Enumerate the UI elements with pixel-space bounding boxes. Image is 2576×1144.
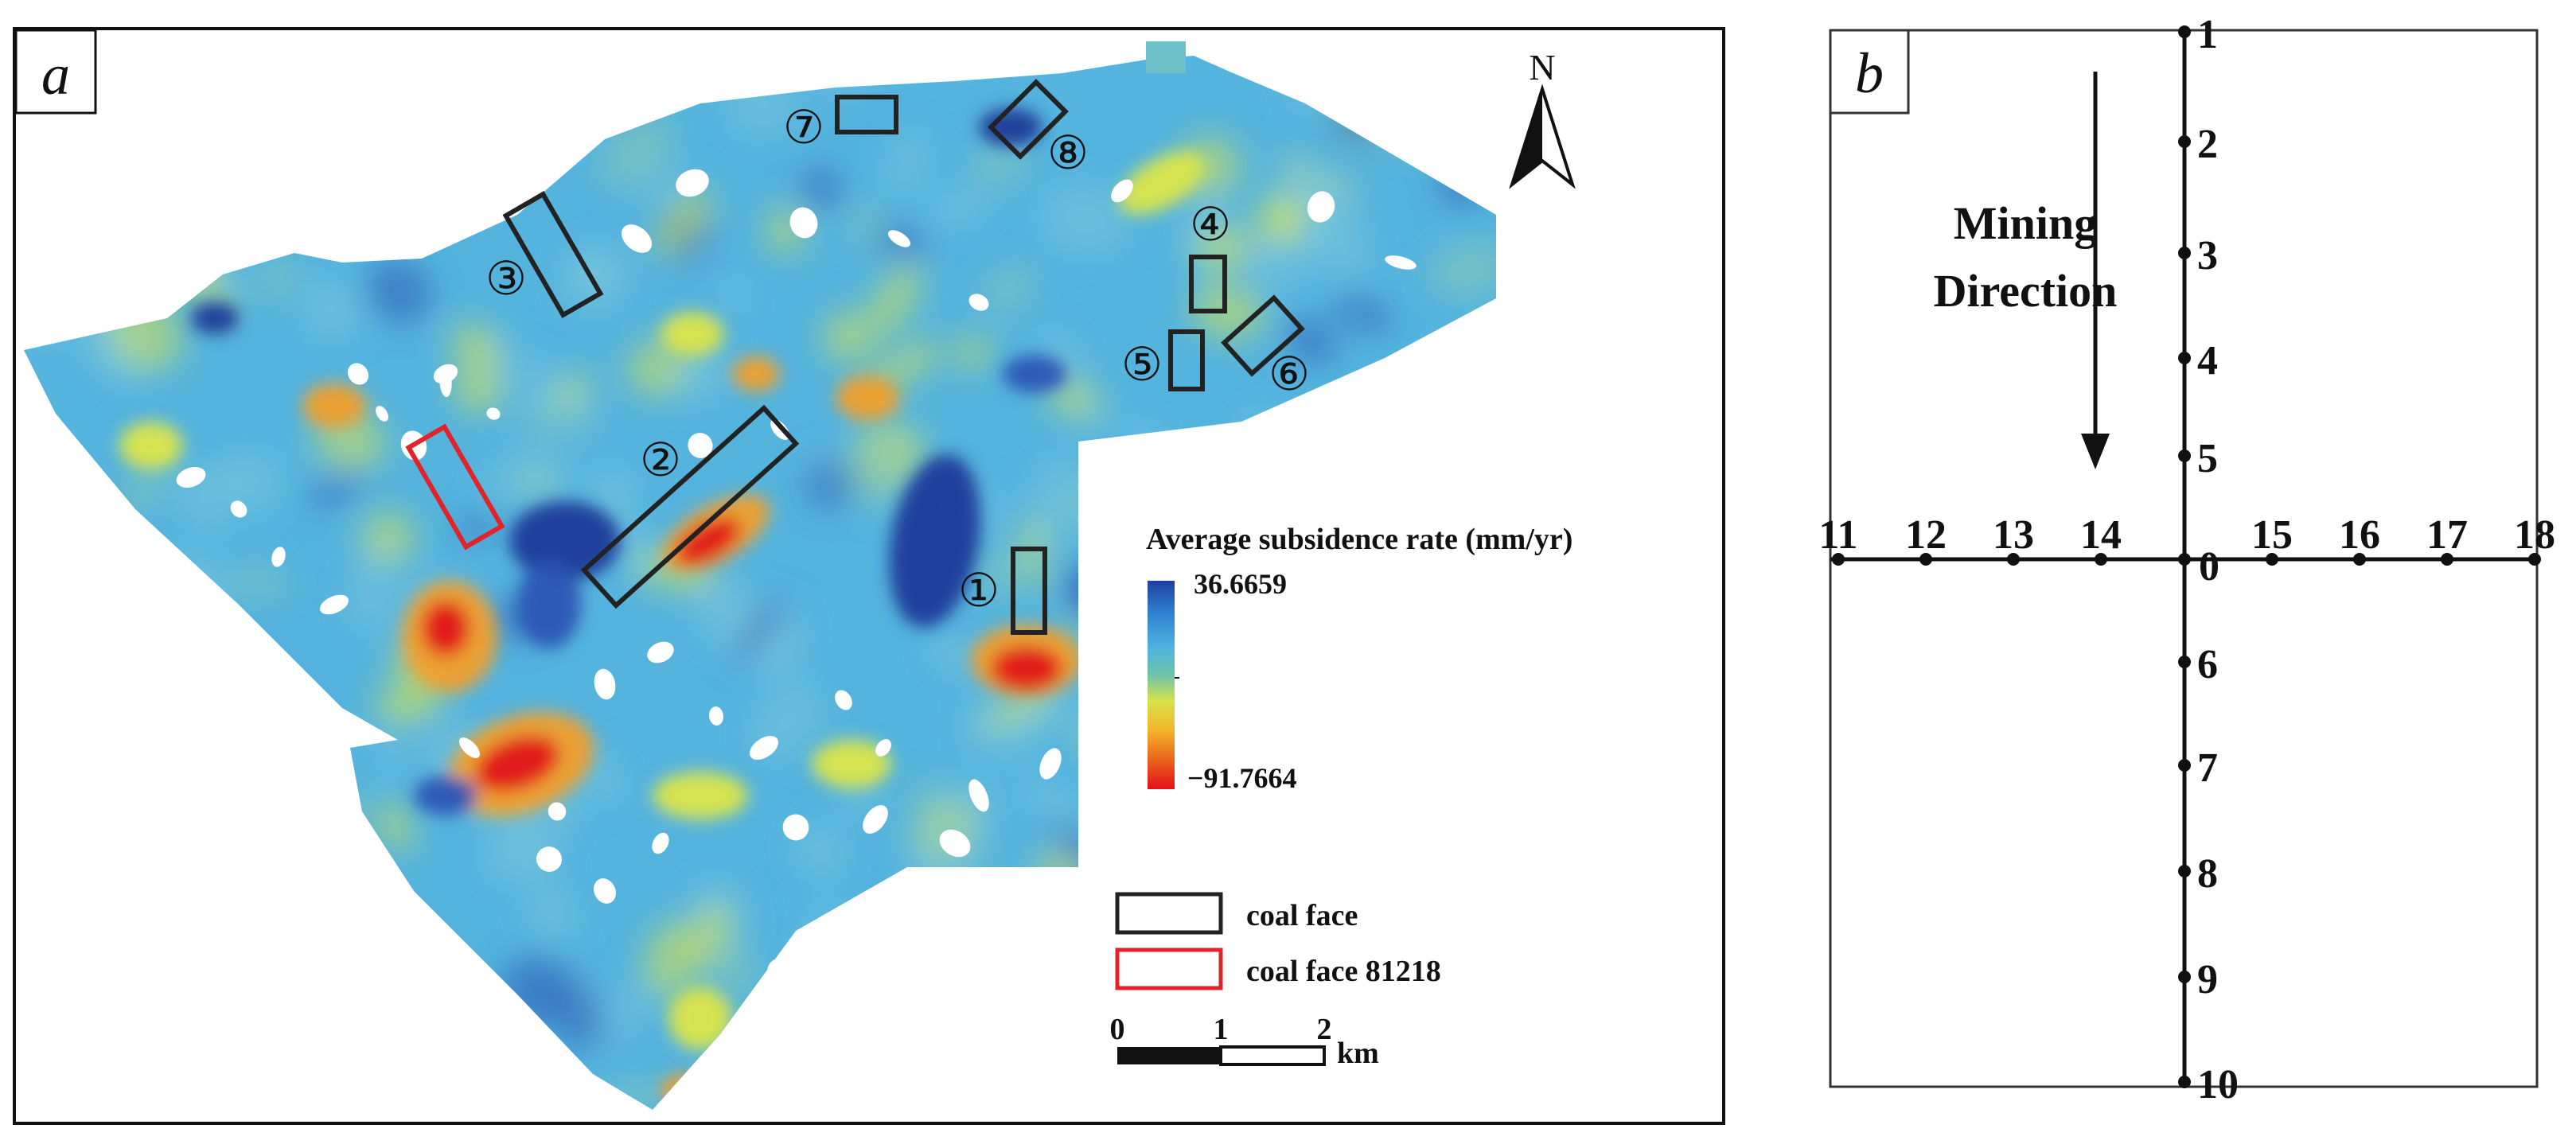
survey-point-v-10 — [2178, 1076, 2191, 1088]
survey-point-v-9 — [2178, 971, 2191, 983]
face-label-7: ⑦ — [783, 102, 824, 154]
coal-face-4 — [1189, 255, 1227, 313]
north-label: N — [1529, 47, 1555, 88]
map-tab — [1146, 41, 1186, 73]
survey-point-h-11 — [1832, 553, 1845, 566]
survey-label-v-10: 10 — [2197, 1062, 2239, 1107]
coal-face-81218 — [405, 423, 505, 551]
survey-point-v-1 — [2178, 25, 2191, 38]
survey-label-h-14: 14 — [2080, 512, 2122, 558]
survey-label-h-18: 18 — [2514, 512, 2555, 558]
panel-b-label: b — [1855, 41, 1884, 105]
face-label-3: ③ — [485, 253, 527, 305]
survey-label-v-2: 2 — [2197, 122, 2218, 167]
survey-point-h-12 — [1919, 553, 1932, 566]
face-label-8: ⑧ — [1047, 127, 1089, 179]
panel-b-label-box — [1829, 29, 1910, 115]
survey-label-h-15: 15 — [2251, 512, 2293, 558]
scale-tick-0: 0 — [1110, 1013, 1125, 1046]
survey-point-v-6 — [2178, 656, 2191, 668]
legend-title: Average subsidence rate (mm/yr) — [1146, 523, 1572, 556]
face-label-6: ⑥ — [1269, 348, 1310, 400]
survey-label-v-1: 1 — [2197, 12, 2218, 57]
survey-point-h-18 — [2528, 553, 2541, 566]
face-labels: ① ② ③ ④ ⑤ ⑥ ⑦ ⑧ — [485, 102, 1310, 617]
survey-point-h-16 — [2353, 553, 2366, 566]
scale-unit: km — [1337, 1037, 1379, 1070]
survey-point-v-0 — [2178, 553, 2191, 566]
survey-label-v-4: 4 — [2197, 338, 2218, 383]
coal-face-6 — [1221, 294, 1305, 377]
survey-label-v-0: 0 — [2199, 544, 2219, 590]
scale-tick-2: 2 — [1317, 1013, 1332, 1046]
key-label-coal-face: coal face — [1246, 899, 1358, 932]
key-label-coal-face-81218: coal face 81218 — [1246, 955, 1441, 988]
face-label-5: ⑤ — [1121, 339, 1163, 391]
legend-min: −91.7664 — [1187, 762, 1297, 794]
survey-point-v-2 — [2178, 135, 2191, 148]
coal-face-8 — [988, 79, 1069, 160]
survey-label-v-3: 3 — [2197, 233, 2218, 278]
panel-a-label-box — [14, 29, 97, 115]
coal-face-2 — [580, 404, 800, 609]
survey-label-v-9: 9 — [2197, 957, 2218, 1002]
data-gaps — [176, 169, 1417, 983]
key-swatch-coal-face — [1115, 892, 1223, 935]
survey-point-h-17 — [2441, 553, 2453, 566]
survey-point-h-13 — [2007, 553, 2020, 566]
survey-point-v-3 — [2178, 247, 2191, 259]
survey-point-v-8 — [2178, 865, 2191, 877]
panel-a-label: a — [41, 43, 70, 107]
mining-direction-arrow-icon — [2081, 72, 2110, 469]
key-swatch-coal-face-81218 — [1115, 947, 1223, 990]
coal-face-5 — [1168, 329, 1205, 391]
north-arrow: N — [1509, 47, 1576, 189]
survey-label-v-5: 5 — [2197, 436, 2218, 481]
map-anomalies — [119, 108, 1206, 1106]
coal-faces — [405, 79, 1305, 635]
colorbar — [1148, 581, 1175, 789]
legend: Average subsidence rate (mm/yr) 36.6659 … — [1115, 523, 1572, 990]
legend-max: 36.6659 — [1194, 568, 1287, 600]
scale-tick-1: 1 — [1214, 1013, 1229, 1046]
mining-direction-line-2: Direction — [1934, 265, 2118, 317]
survey-label-h-17: 17 — [2426, 512, 2468, 558]
survey-point-v-5 — [2178, 449, 2191, 462]
survey-label-h-16: 16 — [2339, 512, 2380, 558]
scale-bar: 0 1 2 km — [1110, 1013, 1379, 1070]
survey-point-v-7 — [2178, 759, 2191, 772]
survey-label-h-12: 12 — [1905, 512, 1947, 558]
survey-label-v-7: 7 — [2197, 745, 2218, 791]
face-label-1: ① — [958, 565, 1000, 617]
coal-face-7 — [835, 95, 898, 134]
coal-face-1 — [1011, 547, 1047, 635]
coal-face-3 — [502, 191, 604, 318]
mining-direction-line-1: Mining — [1954, 197, 2098, 249]
face-label-4: ④ — [1190, 199, 1231, 251]
survey-point-v-4 — [2178, 352, 2191, 364]
face-label-2: ② — [640, 434, 681, 486]
survey-label-h-13: 13 — [1993, 512, 2034, 558]
survey-label-v-6: 6 — [2197, 642, 2218, 687]
survey-label-h-11: 11 — [1818, 512, 1857, 558]
survey-point-h-14 — [2095, 553, 2107, 566]
survey-label-v-8: 8 — [2197, 851, 2218, 897]
survey-point-h-15 — [2266, 553, 2278, 566]
